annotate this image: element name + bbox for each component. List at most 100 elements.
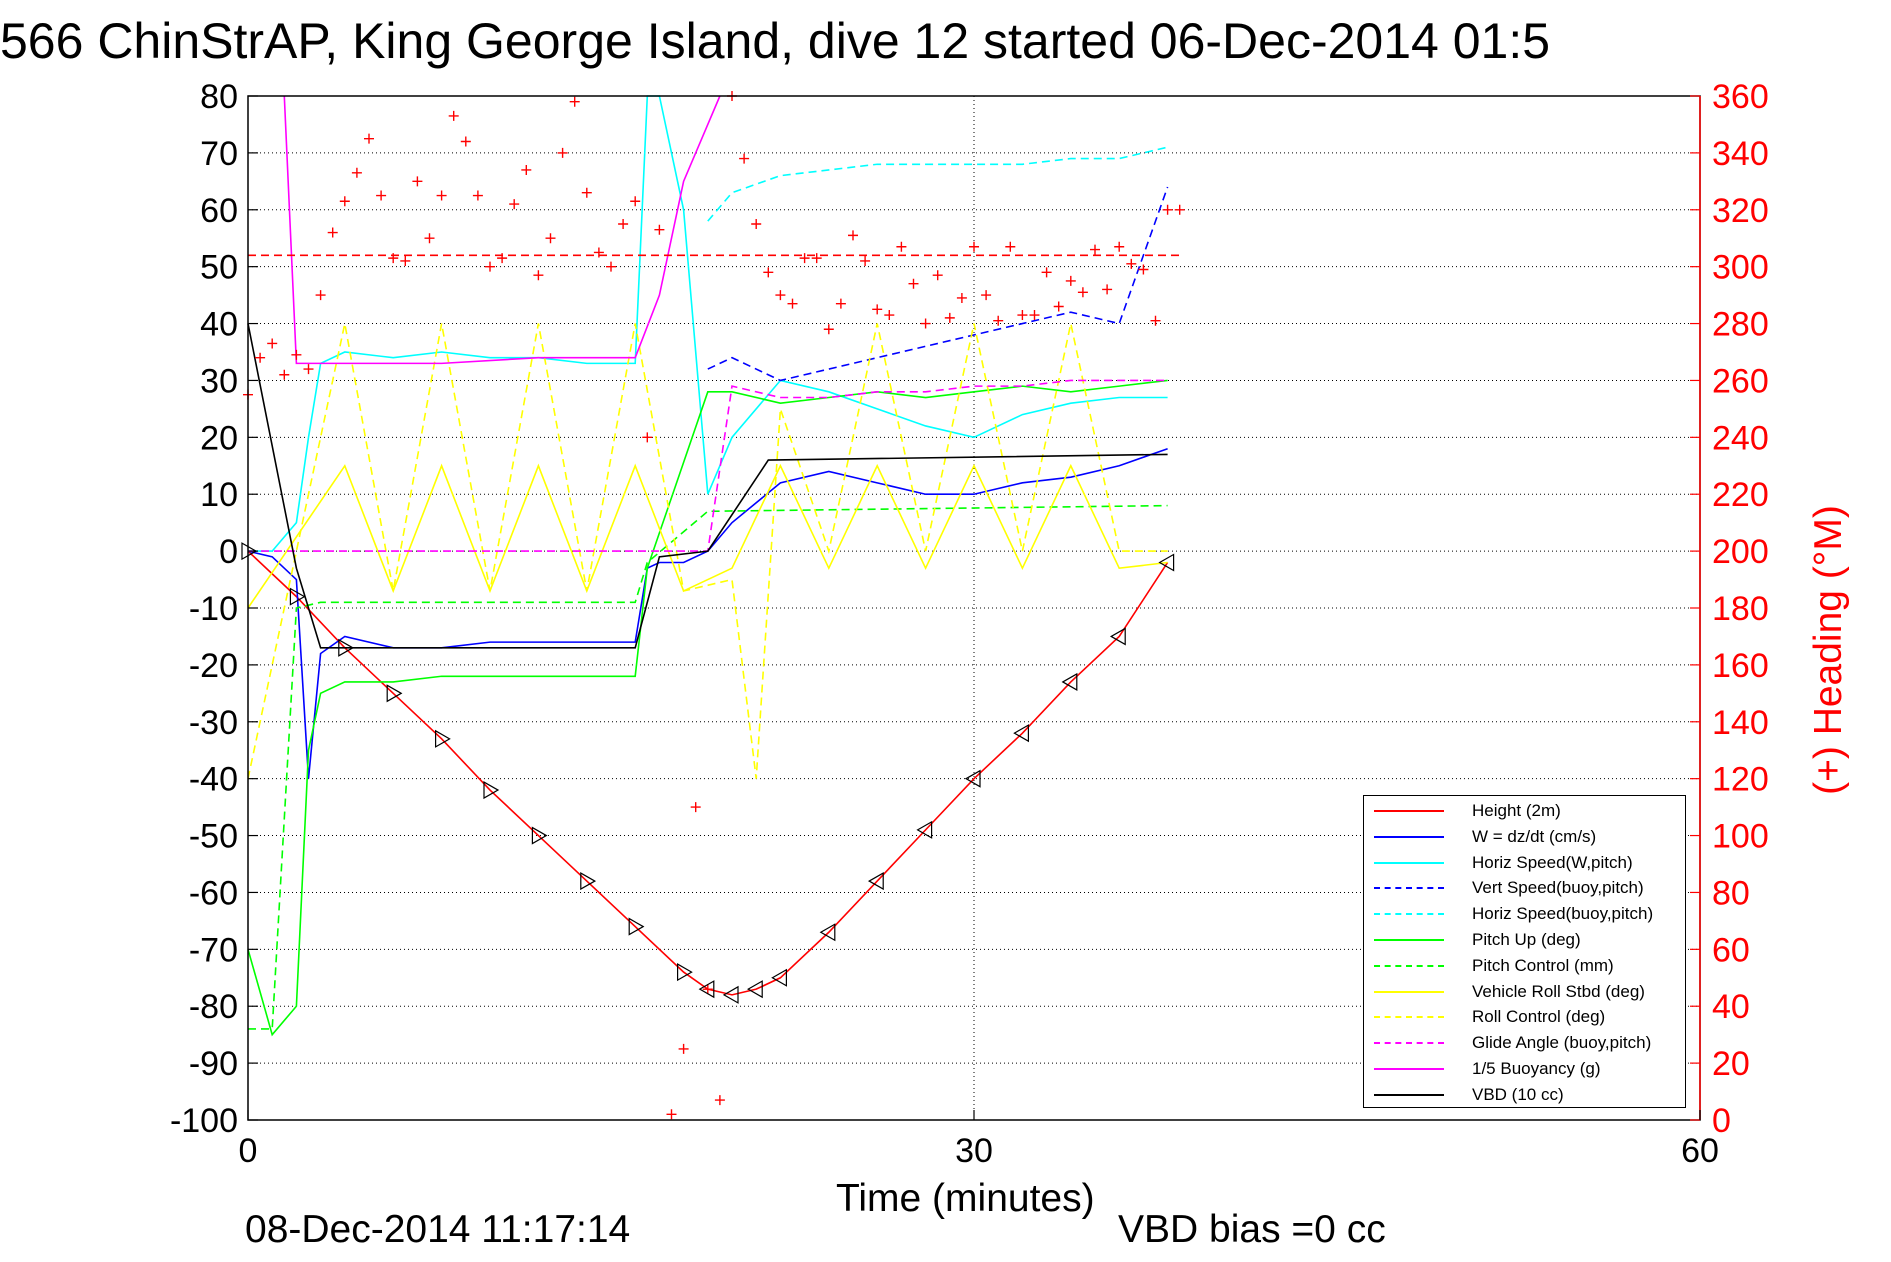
heading-marker xyxy=(872,304,883,315)
heading-marker xyxy=(848,230,858,241)
legend-item: Horiz Speed(W,pitch) xyxy=(1364,850,1685,876)
legend: Height (2m) W = dz/dt (cm/s) Horiz Speed(W… xyxy=(1363,795,1686,1108)
heading-marker xyxy=(267,338,278,349)
y-tick-label: 40 xyxy=(200,306,238,344)
depth-marker xyxy=(916,820,933,839)
depth-marker xyxy=(746,980,763,999)
series-line-6 xyxy=(247,379,1168,1037)
heading-marker xyxy=(944,312,955,323)
heading-marker xyxy=(279,369,290,380)
y-tick-label: 30 xyxy=(200,362,238,400)
heading-marker xyxy=(896,241,907,252)
heading-marker xyxy=(775,290,786,301)
y-tick-label: 60 xyxy=(200,192,238,230)
x-axis-label: Time (minutes) xyxy=(836,1177,1095,1220)
depth-marker xyxy=(722,985,739,1004)
heading-marker xyxy=(255,352,266,363)
legend-label: Glide Angle (buoy,pitch) xyxy=(1472,1033,1652,1053)
legend-item: Vert Speed(buoy,pitch) xyxy=(1364,875,1685,901)
legend-swatch xyxy=(1374,861,1444,864)
heading-marker xyxy=(690,802,701,813)
heading-marker xyxy=(424,233,435,244)
heading-marker xyxy=(1090,244,1100,255)
heading-marker xyxy=(920,318,931,329)
legend-item: Horiz Speed(buoy,pitch) xyxy=(1364,901,1685,927)
series-line-5 xyxy=(707,146,1168,222)
heading-marker xyxy=(1053,301,1064,312)
heading-marker xyxy=(545,233,556,244)
heading-marker xyxy=(1174,204,1185,215)
x-tick-label: 30 xyxy=(955,1132,993,1170)
y2-tick-label: 360 xyxy=(1712,78,1769,116)
y2-tick-label: 220 xyxy=(1712,476,1769,514)
legend-item: Pitch Up (deg) xyxy=(1364,927,1685,953)
legend-label: Pitch Control (mm) xyxy=(1472,955,1614,975)
legend-swatch xyxy=(1374,1042,1444,1045)
heading-marker xyxy=(569,96,580,107)
legend-swatch xyxy=(1374,810,1444,812)
heading-marker xyxy=(884,310,895,321)
chart-title: 566 ChinStrAP, King George Island, dive … xyxy=(0,13,1551,69)
heading-marker xyxy=(472,190,483,201)
heading-marker xyxy=(751,219,762,229)
heading-marker xyxy=(702,984,713,995)
y2-tick-label: 20 xyxy=(1712,1045,1750,1083)
heading-marker xyxy=(823,324,834,335)
heading-marker xyxy=(908,278,919,289)
heading-marker xyxy=(642,432,653,443)
legend-swatch xyxy=(1374,1016,1444,1019)
y2-tick-label: 160 xyxy=(1712,647,1769,685)
heading-marker xyxy=(460,136,471,147)
heading-marker xyxy=(509,199,520,210)
heading-marker xyxy=(860,255,871,266)
heading-marker xyxy=(291,349,302,360)
depth-marker xyxy=(1158,553,1175,572)
legend-label: Horiz Speed(buoy,pitch) xyxy=(1472,904,1654,924)
heading-marker xyxy=(956,292,967,303)
heading-marker xyxy=(1017,310,1028,321)
series-line-12 xyxy=(247,323,1168,649)
legend-label: Roll Control (deg) xyxy=(1472,1007,1606,1027)
legend-label: 1/5 Buoyancy (g) xyxy=(1472,1059,1601,1078)
y2-tick-label: 0 xyxy=(1712,1102,1731,1140)
heading-marker xyxy=(436,190,447,201)
depth-marker xyxy=(628,917,645,936)
heading-marker xyxy=(630,196,641,207)
legend-swatch xyxy=(1374,964,1444,967)
heading-marker xyxy=(1138,264,1149,275)
heading-marker xyxy=(835,298,846,309)
heading-marker xyxy=(485,261,495,272)
heading-marker xyxy=(666,1109,677,1120)
series-line-10 xyxy=(248,379,1168,552)
depth-marker xyxy=(964,769,981,788)
heading-marker xyxy=(448,110,459,121)
depth-marker xyxy=(338,638,355,657)
legend-swatch xyxy=(1374,835,1444,838)
heading-marker xyxy=(533,270,544,281)
y-tick-label: 70 xyxy=(200,135,238,173)
depth-marker xyxy=(698,980,715,999)
y-tick-label: -40 xyxy=(189,761,238,799)
depth-marker xyxy=(677,963,693,982)
y2-tick-label: 40 xyxy=(1712,988,1750,1026)
y-tick-label: -30 xyxy=(189,704,238,742)
heading-marker xyxy=(763,267,774,278)
heading-marker xyxy=(1077,287,1088,298)
depth-marker xyxy=(483,781,500,800)
y2-tick-label: 120 xyxy=(1712,761,1769,799)
y-tick-label: 50 xyxy=(200,249,238,287)
heading-marker xyxy=(799,253,810,264)
y2-tick-label: 80 xyxy=(1712,874,1750,912)
heading-marker xyxy=(376,190,387,201)
legend-item: Vehicle Roll Stbd (deg) xyxy=(1364,979,1685,1005)
series-lines xyxy=(247,95,1169,1037)
y2-tick-label: 240 xyxy=(1712,419,1769,457)
series-line-4 xyxy=(707,186,1169,382)
legend-label: W = dz/dt (cm/s) xyxy=(1472,826,1597,846)
heading-marker xyxy=(1005,241,1016,252)
y2-tick-label: 100 xyxy=(1712,818,1769,856)
legend-swatch xyxy=(1374,887,1444,890)
depth-marker xyxy=(531,826,548,845)
depth-marker xyxy=(241,542,258,561)
depth-marker xyxy=(1013,724,1029,743)
